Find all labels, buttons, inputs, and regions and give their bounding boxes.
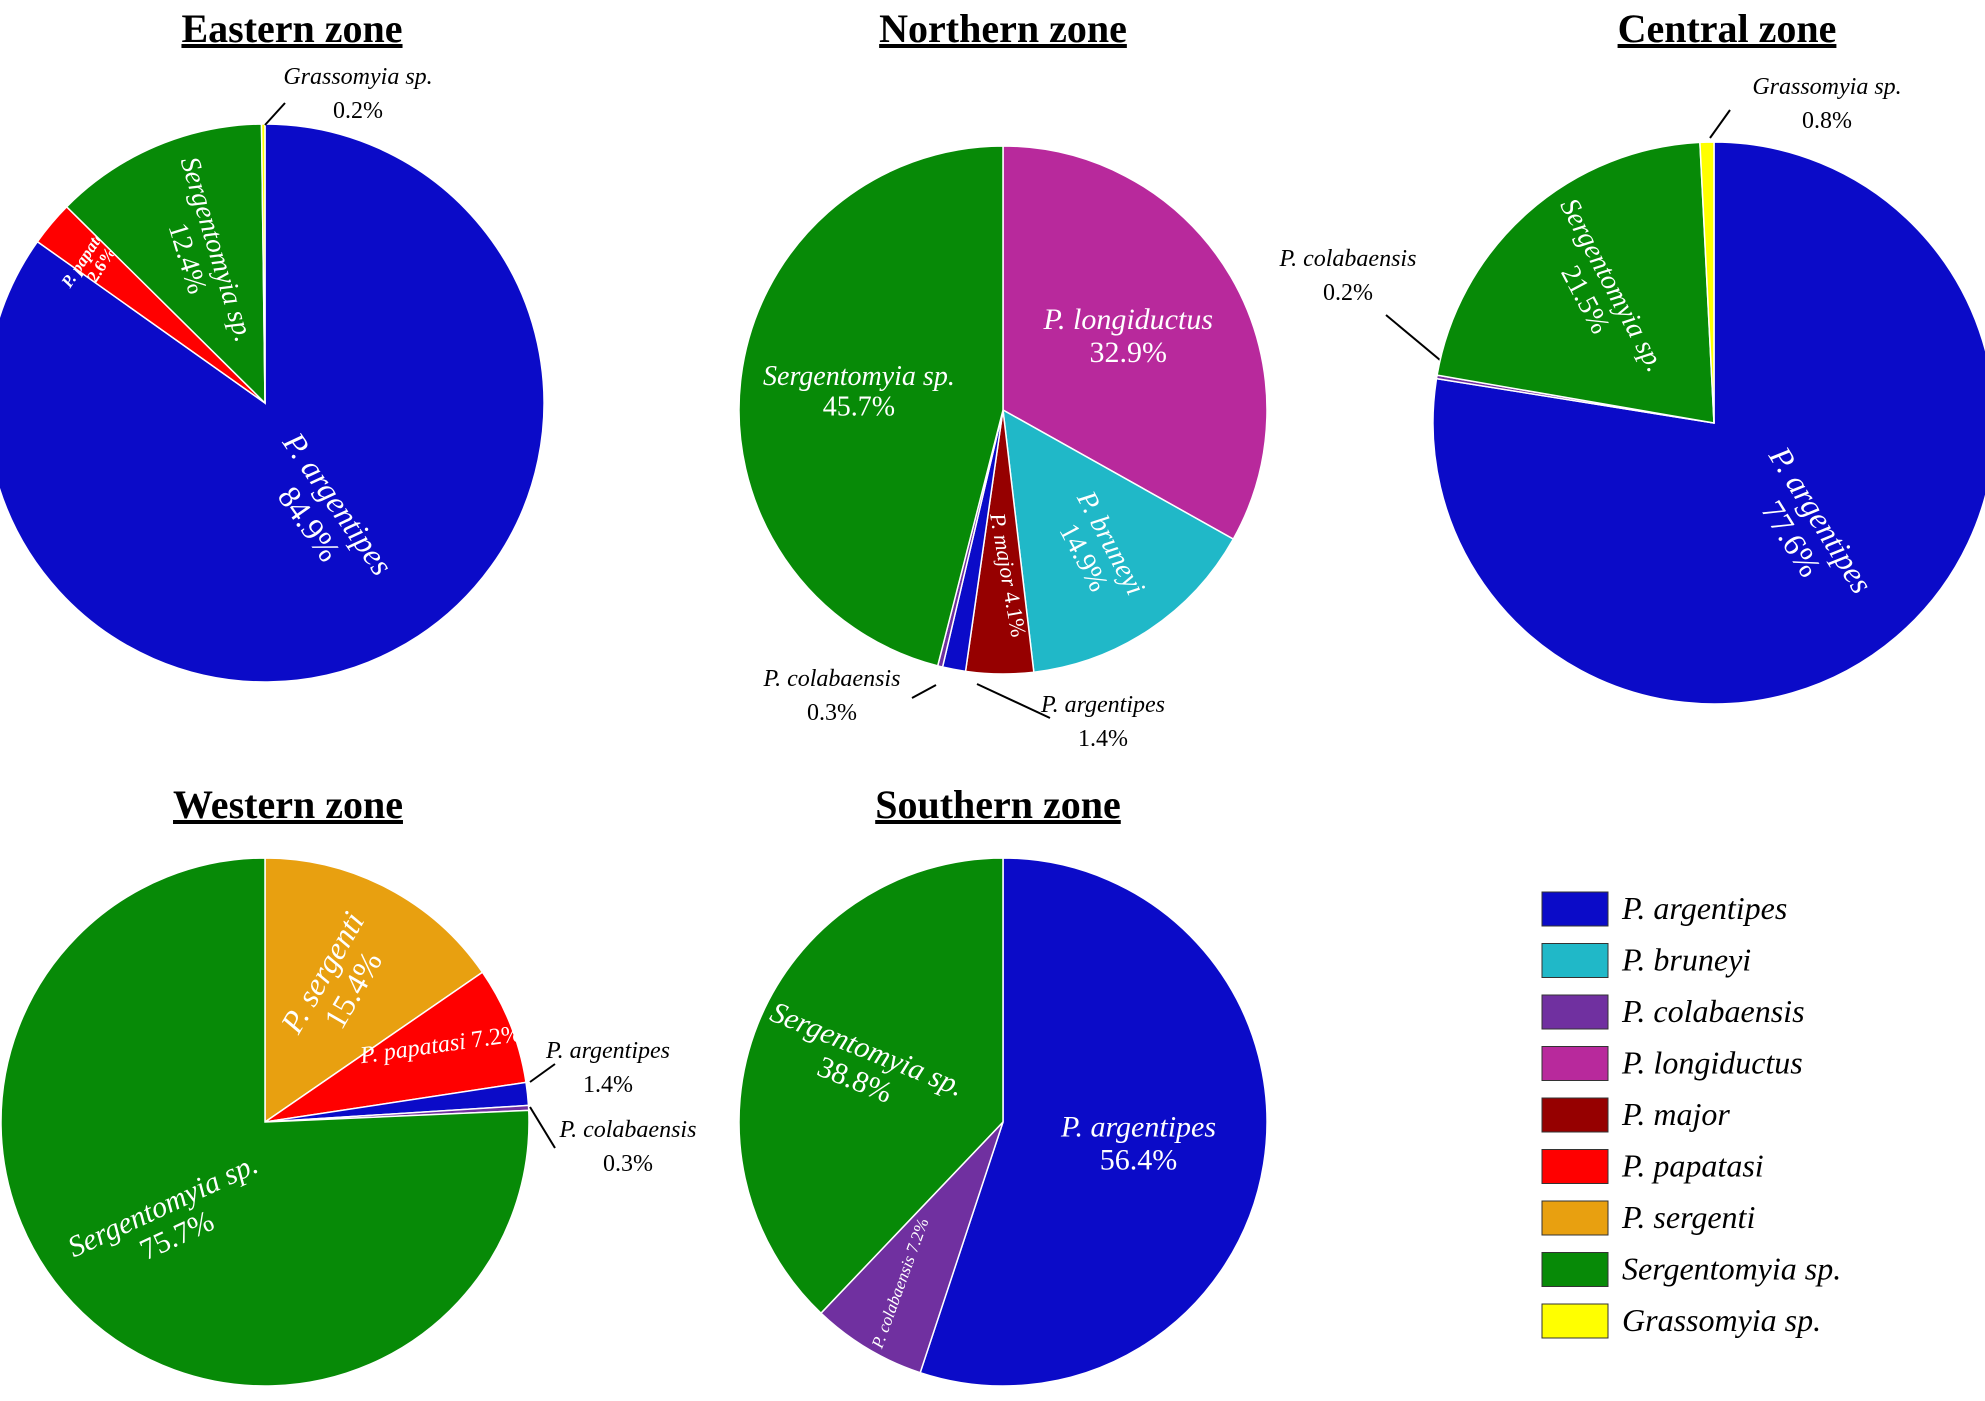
eastern-zone-pie: P. argentipes84.9%P. papatasi2.6% Sergent…	[0, 64, 545, 683]
legend-swatch-p-argentipes	[1541, 891, 1609, 927]
western-zone-title: Western zone	[173, 782, 403, 827]
slice-p-colabaensis	[819, 1121, 1004, 1374]
slice-label-p-colabaensis: P. colabaensis 0.2%	[1279, 246, 1417, 306]
slice-sergentomyia-sp	[1436, 141, 1715, 424]
slice-grassomyia-sp	[1699, 141, 1715, 424]
northern-zone-title: Northern zone	[879, 6, 1127, 51]
legend-swatch-grassomyia-sp	[1541, 1303, 1609, 1339]
central-zone-title: Central zone	[1618, 6, 1837, 51]
central-zone-pie: P. argentipes77.6%P. colabaensis 0.2% Serg…	[1279, 74, 1985, 705]
leader-line	[1709, 109, 1731, 139]
slice-p-argentipes	[0, 123, 545, 683]
legend-label-p-papatasi: P. papatasi	[1621, 1148, 1764, 1184]
leader-line	[976, 683, 1051, 719]
legend-swatch-p-sergenti	[1541, 1200, 1609, 1236]
slice-sergentomyia-sp	[0, 857, 530, 1387]
legend-label-p-colabaensis: P. colabaensis	[1621, 993, 1805, 1029]
slice-p-sergenti	[264, 857, 484, 1124]
southern-zone-pie: P. argentipes 56.4%P. colabaensis 7.2%Ser…	[738, 857, 1268, 1387]
slice-label-p-argentipes: P. argentipes 1.4%	[545, 1038, 670, 1098]
slice-p-bruneyi	[1002, 408, 1235, 674]
leader-line	[911, 684, 937, 699]
legend-swatch-p-bruneyi	[1541, 943, 1609, 978]
western-zone-pie: P. sergenti15.4%P. papatasi 7.2% P. argen…	[0, 857, 697, 1387]
slice-label-grassomyia-sp: Grassomyia sp. 0.8%	[1752, 74, 1901, 134]
legend-swatch-sergentomyia-sp	[1541, 1252, 1609, 1287]
legend-swatch-p-longiductus	[1541, 1046, 1609, 1081]
legend-label-p-sergenti: P. sergenti	[1621, 1199, 1755, 1235]
leader-line	[529, 1106, 556, 1149]
legend-label-p-bruneyi: P. bruneyi	[1621, 942, 1751, 978]
slice-label-p-colabaensis: P. colabaensis 0.3%	[559, 1117, 697, 1177]
slice-label-grassomyia-sp: Grassomyia sp. 0.2%	[283, 64, 432, 124]
eastern-zone-title: Eastern zone	[181, 6, 402, 51]
leader-line	[264, 102, 286, 126]
slice-sergentomyia-sp	[738, 145, 1004, 667]
northern-zone-pie: P. longiductus 32.9%P. bruneyi14.9%P. maj…	[738, 145, 1268, 752]
slice-p-argentipes	[919, 857, 1268, 1387]
slice-p-longiductus	[1002, 145, 1268, 541]
slice-label-p-colabaensis: P. colabaensis 0.3%	[763, 666, 901, 726]
slice-p-argentipes	[1432, 141, 1985, 705]
leader-line	[529, 1063, 556, 1083]
legend-label-p-argentipes: P. argentipes	[1621, 890, 1787, 926]
southern-zone-title: Southern zone	[875, 782, 1121, 827]
legend-label-grassomyia-sp: Grassomyia sp.	[1622, 1302, 1821, 1338]
legend-swatch-p-major	[1541, 1097, 1609, 1133]
legend-swatch-p-colabaensis	[1541, 994, 1609, 1030]
slice-label-p-longiductus: P. longiductus 32.9%	[1043, 303, 1213, 369]
slice-label-sergentomyia-sp: Sergentomyia sp. 45.7%	[763, 361, 955, 423]
slice-p-papatasi	[264, 971, 527, 1123]
slice-label-p-argentipes: P. argentipes 1.4%	[1040, 692, 1165, 752]
legend-label-p-major: P. major	[1621, 1096, 1730, 1132]
legend-swatch-p-papatasi	[1541, 1149, 1609, 1184]
slice-sergentomyia-sp	[738, 857, 1004, 1315]
legend-label-sergentomyia-sp: Sergentomyia sp.	[1622, 1251, 1841, 1287]
slice-sergentomyia-sp	[65, 123, 266, 405]
legend-label-p-longiductus: P. longiductus	[1621, 1045, 1803, 1081]
slice-label-p-argentipes: P. argentipes 56.4%	[1060, 1110, 1216, 1176]
species-legend: P. argentipes P. bruneyi P. colabaensis P. …	[1541, 890, 1841, 1339]
